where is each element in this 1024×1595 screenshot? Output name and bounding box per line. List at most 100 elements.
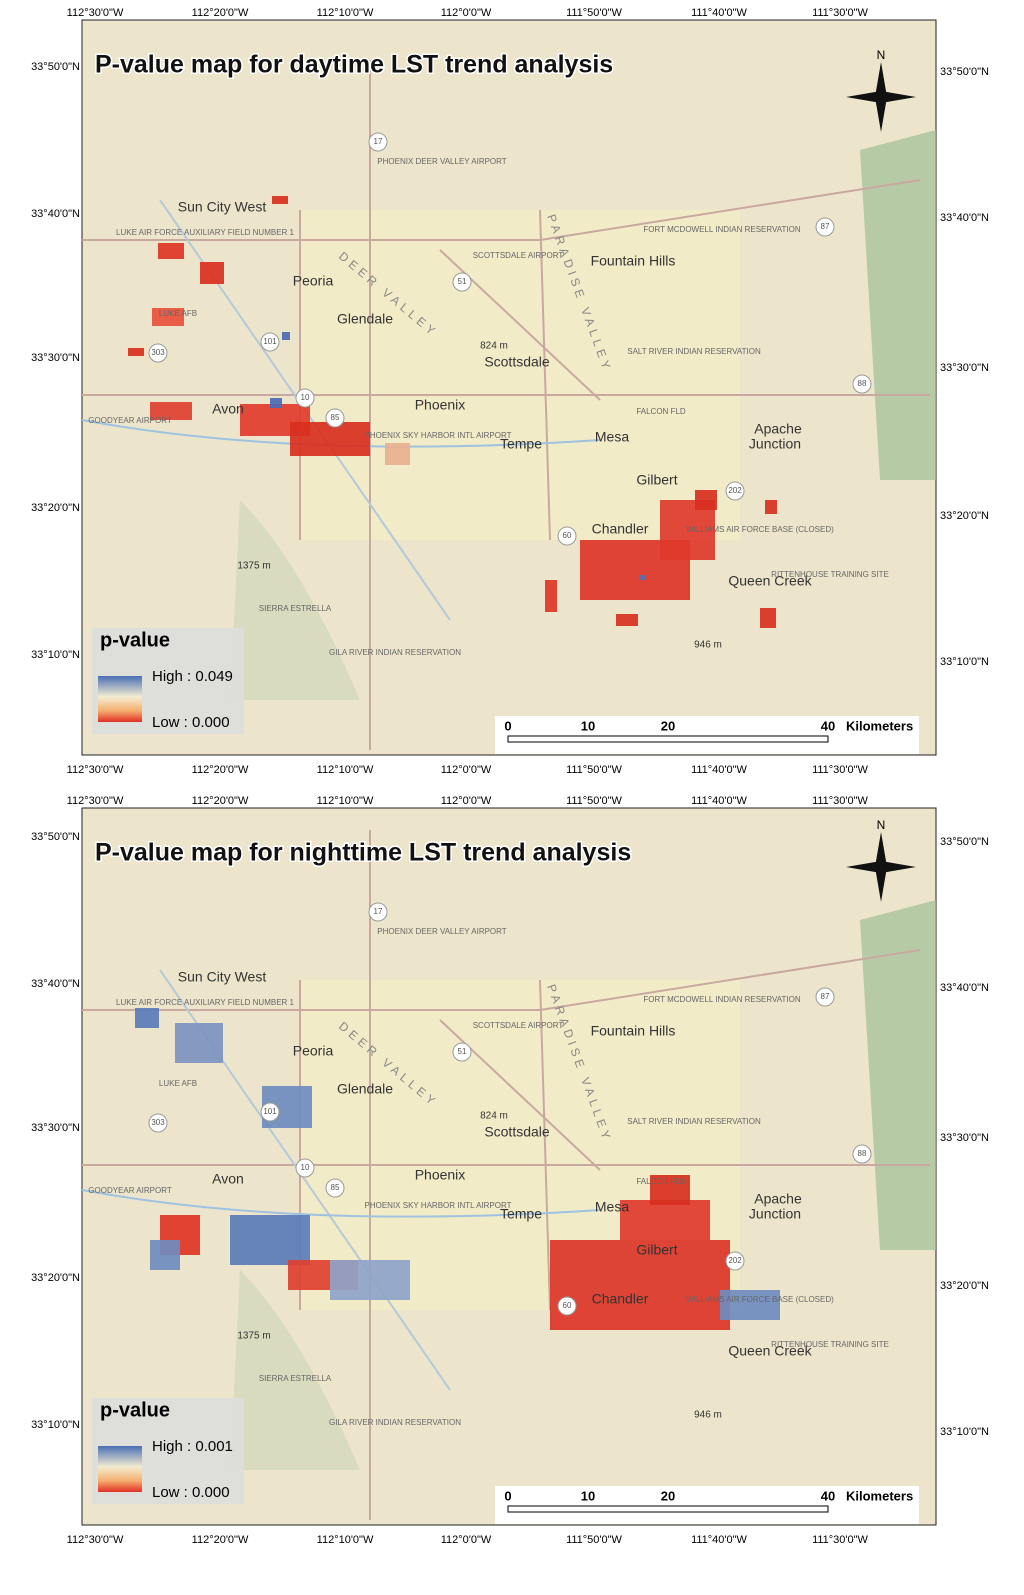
place-label: Sun City West xyxy=(178,969,267,985)
north-arrow xyxy=(846,62,916,132)
raster-cells xyxy=(175,1023,223,1063)
raster-cells xyxy=(270,398,282,408)
highway-number: 85 xyxy=(331,1183,340,1192)
scale-bar xyxy=(507,735,829,743)
legend-low: Low : 0.000 xyxy=(152,714,230,731)
place-label: Gilbert xyxy=(636,1242,677,1258)
place-label: Tempe xyxy=(500,436,542,452)
raster-cells xyxy=(150,402,192,420)
map-panel: Sun City West Peoria Glendale Phoenix Scotts… xyxy=(31,7,989,776)
map-label: WILLIAMS AIR FORCE BASE (CLOSED) xyxy=(686,1295,834,1304)
place-label: Mesa xyxy=(595,429,629,445)
lon-label: 112°20'0"W xyxy=(192,1534,249,1546)
scale-tick: 0 xyxy=(504,1488,511,1503)
highway-shield xyxy=(260,332,280,352)
map-title: P-value map for daytime LST trend analys… xyxy=(95,51,613,79)
place-label: Mesa xyxy=(595,1199,629,1215)
lat-label: 33°30'0"N xyxy=(940,362,989,374)
lat-label: 33°10'0"N xyxy=(940,656,989,668)
lat-label: 33°40'0"N xyxy=(31,208,80,220)
highway-shield xyxy=(725,1251,745,1271)
place-label: 1375 m xyxy=(237,1331,270,1342)
raster-cells xyxy=(385,443,410,465)
map-label: WILLIAMS AIR FORCE BASE (CLOSED) xyxy=(686,525,834,534)
scale-unit: Kilometers xyxy=(846,718,913,733)
scale-tick: 20 xyxy=(661,718,675,733)
raster-cells xyxy=(695,490,717,510)
highway-shield xyxy=(325,1178,345,1198)
lat-label: 33°50'0"N xyxy=(940,836,989,848)
lat-label: 33°50'0"N xyxy=(31,831,80,843)
highway-shield xyxy=(295,388,315,408)
highway-shield xyxy=(852,1144,872,1164)
raster-cells xyxy=(200,262,224,284)
lon-label: 112°30'0"W xyxy=(67,764,124,776)
lon-label: 112°0'0"W xyxy=(441,1534,492,1546)
lat-label: 33°30'0"N xyxy=(940,1132,989,1144)
scale-tick: 10 xyxy=(581,718,595,733)
place-label: Avon xyxy=(212,401,244,417)
lat-label: 33°30'0"N xyxy=(31,352,80,364)
lon-label: 111°50'0"W xyxy=(566,764,622,776)
highway-number: 88 xyxy=(858,379,867,388)
highway-number: 51 xyxy=(458,277,467,286)
legend-ramp xyxy=(98,676,142,722)
highway-number: 101 xyxy=(263,1107,277,1116)
lon-label: 111°40'0"W xyxy=(691,1534,747,1546)
place-label: Fountain Hills xyxy=(591,253,676,269)
lat-label: 33°10'0"N xyxy=(31,649,80,661)
north-arrow xyxy=(846,832,916,902)
lon-label: 112°30'0"W xyxy=(67,795,124,807)
scale-tick: 40 xyxy=(821,1488,835,1503)
lon-label: 111°30'0"W xyxy=(812,795,868,807)
raster-cells xyxy=(640,575,645,580)
raster-cells xyxy=(158,243,184,259)
place-label: Apache xyxy=(754,1191,802,1207)
lon-label: 112°10'0"W xyxy=(317,1534,374,1546)
lon-label: 112°0'0"W xyxy=(441,795,492,807)
highway-number: 101 xyxy=(263,337,277,346)
scale-box xyxy=(495,1486,919,1524)
raster-cells xyxy=(545,580,557,612)
scale-tick: 40 xyxy=(821,718,835,733)
place-label: Peoria xyxy=(293,1043,334,1059)
lat-label: 33°40'0"N xyxy=(31,978,80,990)
map-label: LUKE AFB xyxy=(159,1079,197,1088)
highway-shield xyxy=(815,987,835,1007)
lat-label: 33°50'0"N xyxy=(940,66,989,78)
highway-shield xyxy=(295,1158,315,1178)
lat-label: 33°20'0"N xyxy=(940,1280,989,1292)
north-label: N xyxy=(877,48,886,62)
highway-number: 303 xyxy=(151,348,165,357)
highway-number: 87 xyxy=(821,222,830,231)
highway-number: 10 xyxy=(301,1163,310,1172)
place-label: Tempe xyxy=(500,1206,542,1222)
map-label: GILA RIVER INDIAN RESERVATION xyxy=(329,1418,461,1427)
highway-shield xyxy=(557,1296,577,1316)
legend-title: p-value xyxy=(100,1399,170,1421)
lon-label: 111°30'0"W xyxy=(812,764,868,776)
legend-high: High : 0.001 xyxy=(152,1438,233,1455)
map-label: LUKE AIR FORCE AUXILIARY FIELD NUMBER 1 xyxy=(116,228,295,237)
highway-number: 10 xyxy=(301,393,310,402)
map-label: SALT RIVER INDIAN RESERVATION xyxy=(627,347,761,356)
map-label: SIERRA ESTRELLA xyxy=(259,604,332,613)
terrain xyxy=(860,130,936,480)
lat-label: 33°40'0"N xyxy=(940,982,989,994)
urban-area xyxy=(300,210,740,540)
lat-label: 33°10'0"N xyxy=(940,1426,989,1438)
highway-number: 17 xyxy=(374,907,383,916)
place-label: Junction xyxy=(749,436,801,452)
map-label: FORT MCDOWELL INDIAN RESERVATION xyxy=(643,995,800,1004)
map-label: PHOENIX SKY HARBOR INTL AIRPORT xyxy=(365,1201,512,1210)
lon-label: 112°20'0"W xyxy=(192,7,249,19)
raster-cells xyxy=(760,608,776,628)
map-label: FALCON FLD xyxy=(636,407,686,416)
highway-number: 303 xyxy=(151,1118,165,1127)
lon-label: 111°40'0"W xyxy=(691,795,747,807)
terrain xyxy=(230,500,360,700)
map-label: FALCON FLD xyxy=(636,1177,686,1186)
map-label: PHOENIX SKY HARBOR INTL AIRPORT xyxy=(365,431,512,440)
lon-label: 111°40'0"W xyxy=(691,7,747,19)
legend-title: p-value xyxy=(100,629,170,651)
